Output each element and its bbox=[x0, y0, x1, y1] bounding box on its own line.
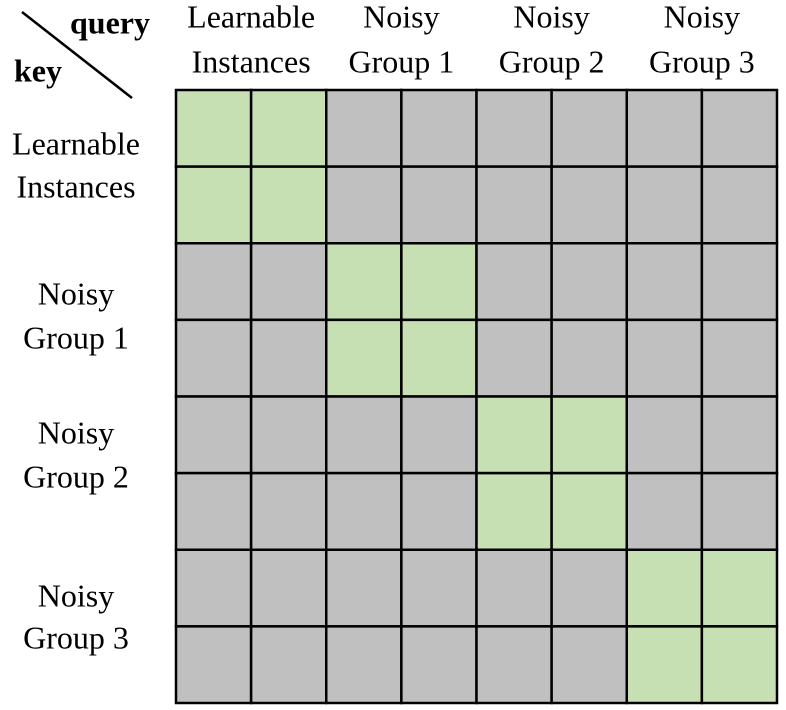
masked-cell bbox=[700, 165, 779, 245]
masked-cell bbox=[325, 625, 403, 705]
masked-cell bbox=[700, 318, 779, 398]
masked-cell bbox=[475, 318, 553, 398]
masked-cell bbox=[325, 395, 403, 475]
visible-cell bbox=[625, 548, 704, 628]
masked-cell bbox=[400, 471, 478, 551]
row-header: Learnable bbox=[12, 125, 140, 161]
masked-cell bbox=[400, 395, 478, 475]
masked-cell bbox=[625, 242, 704, 322]
masked-cell bbox=[400, 88, 478, 168]
masked-cell bbox=[475, 242, 553, 322]
visible-cell bbox=[325, 318, 403, 398]
masked-cell bbox=[325, 165, 403, 245]
masked-cell bbox=[550, 88, 628, 168]
row-header: Noisy bbox=[38, 577, 114, 613]
masked-cell bbox=[625, 395, 704, 475]
masked-cell bbox=[550, 625, 628, 705]
column-header: Group 2 bbox=[499, 43, 605, 79]
row-header: Noisy bbox=[38, 414, 114, 450]
masked-cell bbox=[625, 471, 704, 551]
masked-cell bbox=[174, 242, 253, 322]
visible-cell bbox=[700, 625, 779, 705]
mask-grid bbox=[174, 88, 779, 705]
visible-cell bbox=[625, 625, 704, 705]
masked-cell bbox=[700, 395, 779, 475]
masked-cell bbox=[249, 242, 328, 322]
masked-cell bbox=[325, 471, 403, 551]
masked-cell bbox=[174, 548, 253, 628]
column-header: Learnable bbox=[187, 0, 315, 34]
masked-cell bbox=[475, 548, 553, 628]
masked-cell bbox=[550, 318, 628, 398]
masked-cell bbox=[475, 625, 553, 705]
masked-cell bbox=[174, 318, 253, 398]
masked-cell bbox=[700, 242, 779, 322]
column-header: Noisy bbox=[363, 0, 439, 34]
masked-cell bbox=[550, 242, 628, 322]
masked-cell bbox=[550, 548, 628, 628]
visible-cell bbox=[700, 548, 779, 628]
masked-cell bbox=[400, 548, 478, 628]
masked-cell bbox=[400, 625, 478, 705]
masked-cell bbox=[249, 625, 328, 705]
masked-cell bbox=[700, 88, 779, 168]
row-header: Group 3 bbox=[23, 619, 129, 655]
column-header: Group 3 bbox=[649, 43, 755, 79]
key-label: key bbox=[14, 52, 62, 88]
column-header: Group 1 bbox=[348, 43, 454, 79]
masked-cell bbox=[550, 165, 628, 245]
masked-cell bbox=[625, 88, 704, 168]
visible-cell bbox=[400, 318, 478, 398]
masked-cell bbox=[249, 548, 328, 628]
visible-cell bbox=[550, 471, 628, 551]
visible-cell bbox=[550, 395, 628, 475]
visible-cell bbox=[249, 165, 328, 245]
masked-cell bbox=[325, 88, 403, 168]
row-header: Instances bbox=[16, 168, 135, 204]
corner-divider bbox=[21, 11, 133, 99]
visible-cell bbox=[249, 88, 328, 168]
visible-cell bbox=[475, 395, 553, 475]
masked-cell bbox=[174, 625, 253, 705]
masked-cell bbox=[249, 318, 328, 398]
masked-cell bbox=[400, 165, 478, 245]
masked-cell bbox=[249, 471, 328, 551]
row-header: Noisy bbox=[38, 275, 114, 311]
visible-cell bbox=[174, 88, 253, 168]
masked-cell bbox=[249, 395, 328, 475]
column-header: Noisy bbox=[513, 0, 589, 34]
masked-cell bbox=[625, 165, 704, 245]
visible-cell bbox=[475, 471, 553, 551]
masked-cell bbox=[625, 318, 704, 398]
visible-cell bbox=[400, 242, 478, 322]
column-header: Instances bbox=[192, 43, 311, 79]
masked-cell bbox=[174, 395, 253, 475]
masked-cell bbox=[475, 88, 553, 168]
visible-cell bbox=[174, 165, 253, 245]
query-label: query bbox=[70, 4, 150, 40]
column-header: Noisy bbox=[664, 0, 740, 34]
masked-cell bbox=[325, 548, 403, 628]
masked-cell bbox=[700, 471, 779, 551]
visible-cell bbox=[325, 242, 403, 322]
row-header: Group 2 bbox=[23, 458, 129, 494]
masked-cell bbox=[475, 165, 553, 245]
masked-cell bbox=[174, 471, 253, 551]
row-header: Group 1 bbox=[23, 319, 129, 355]
